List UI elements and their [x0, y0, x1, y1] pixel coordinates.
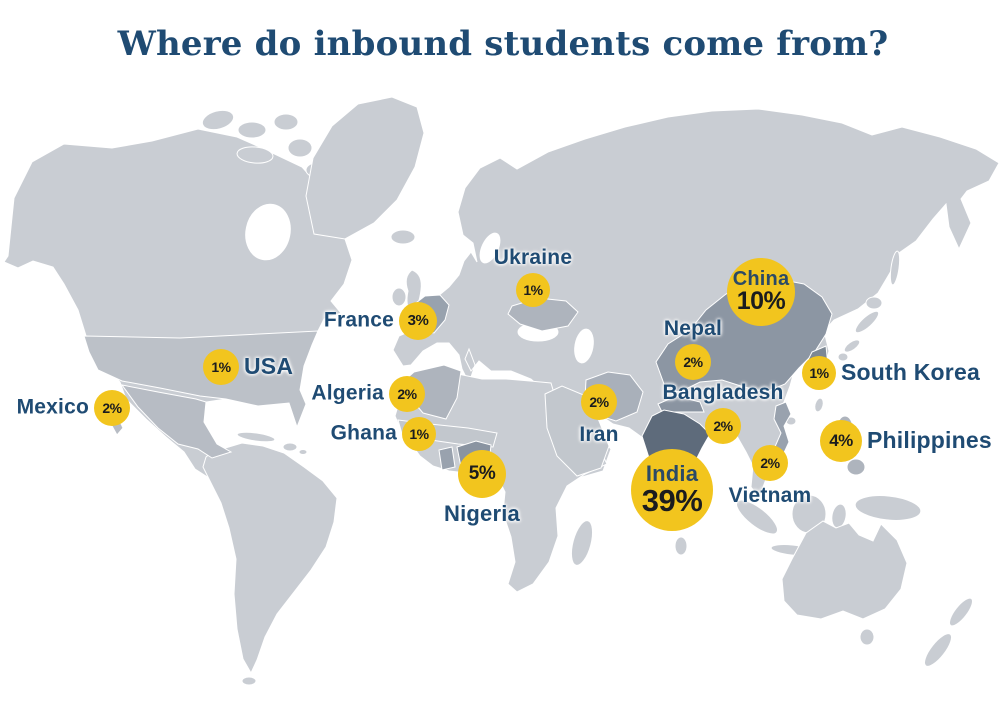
- iran-percent-bubble: 2%: [581, 384, 617, 420]
- usa-percent-bubble: 1%: [203, 349, 239, 385]
- tierra-del-fuego: [241, 676, 257, 686]
- ukraine-percent-value: 1%: [523, 281, 543, 298]
- page-title: Where do inbound students come from?: [117, 24, 889, 64]
- nepal-label: Nepal: [663, 317, 723, 340]
- south_korea-label: South Korea: [841, 358, 980, 385]
- nigeria-percent-bubble: 5%: [458, 450, 506, 498]
- india-percent-bubble: India 39%: [631, 449, 713, 531]
- philippines-label: Philippines: [867, 426, 992, 453]
- mexico-percent-value: 2%: [102, 399, 122, 416]
- ghana-percent-value: 1%: [409, 425, 429, 442]
- tasmania: [859, 628, 875, 646]
- vietnam-percent-value: 2%: [760, 454, 780, 471]
- landmass-south-america: [202, 442, 338, 675]
- algeria-percent-value: 2%: [397, 385, 417, 402]
- south_korea-percent-value: 1%: [809, 364, 829, 381]
- country-mexico: [120, 384, 233, 459]
- ghana-percent-bubble: 1%: [402, 417, 436, 451]
- china-percent-bubble: China 10%: [727, 258, 795, 326]
- vietnam-label: Vietnam: [728, 484, 812, 507]
- ukraine-label: Ukraine: [493, 246, 573, 269]
- algeria-label: Algeria: [311, 381, 384, 405]
- nepal-percent-value: 2%: [683, 353, 703, 370]
- china-percent-value: 10%: [736, 287, 786, 316]
- china-label: China: [732, 268, 790, 291]
- usa-percent-value: 1%: [211, 358, 231, 375]
- landmass-australia: [781, 520, 908, 620]
- baltic-sea: [479, 232, 501, 264]
- france-percent-bubble: 3%: [399, 302, 437, 340]
- usa-label: USA: [244, 352, 294, 379]
- asian-islands: [674, 250, 922, 556]
- iran-label: Iran: [579, 423, 619, 446]
- country-ghana: [438, 446, 456, 471]
- hudson-bay: [245, 203, 291, 261]
- country-saudi-arabia: [544, 385, 610, 477]
- iceland: [390, 229, 416, 245]
- bangladesh-label: Bangladesh: [662, 381, 784, 404]
- ghana-label: Ghana: [330, 421, 397, 445]
- bangladesh-percent-bubble: 2%: [705, 408, 741, 444]
- new-zealand-south: [924, 633, 952, 667]
- madagascar: [570, 520, 594, 566]
- india-label: India: [645, 460, 699, 486]
- mexico-percent-bubble: 2%: [94, 390, 130, 426]
- ukraine-percent-bubble: 1%: [516, 273, 550, 307]
- nepal-percent-bubble: 2%: [675, 344, 711, 380]
- india-percent-value: 39%: [641, 483, 703, 519]
- philippines-percent-value: 4%: [829, 431, 853, 451]
- france-percent-value: 3%: [407, 312, 429, 330]
- country-vietnam: [773, 401, 792, 458]
- ireland: [391, 287, 407, 307]
- country-usa: [83, 330, 319, 429]
- bangladesh-percent-value: 2%: [713, 417, 733, 434]
- south_korea-percent-bubble: 1%: [802, 356, 836, 390]
- iran-percent-value: 2%: [589, 393, 609, 410]
- philippines-percent-bubble: 4%: [820, 420, 862, 462]
- new-zealand-north: [949, 597, 973, 627]
- algeria-percent-bubble: 2%: [389, 376, 425, 412]
- nigeria-percent-value: 5%: [468, 463, 496, 485]
- caspian-sea: [574, 328, 594, 364]
- france-label: France: [323, 308, 394, 332]
- mexico-label: Mexico: [16, 395, 89, 419]
- caribbean-islands: [236, 431, 308, 455]
- landmass-greenland: [305, 96, 425, 240]
- nigeria-label: Nigeria: [444, 501, 520, 526]
- vietnam-percent-bubble: 2%: [752, 445, 788, 481]
